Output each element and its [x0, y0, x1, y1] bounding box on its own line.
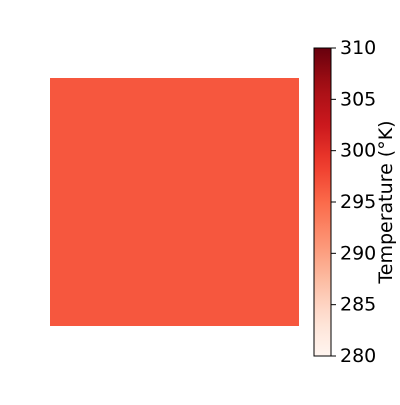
colorbar-tick-label: 300: [340, 140, 376, 162]
colorbar-tick-label: 280: [340, 345, 376, 367]
colorbar-tick-label: 305: [340, 88, 376, 110]
colorbar-tick-label: 310: [340, 37, 376, 59]
colorbar-tick-label: 285: [340, 294, 376, 316]
colorbar: 280 285 290 295 300 305 310 Temperature (°K): [313, 37, 397, 367]
colorbar-ticks: 280 285 290 295 300 305 310: [331, 37, 376, 367]
colorbar-fill: [314, 48, 331, 356]
colorbar-label: Temperature (°K): [375, 120, 397, 284]
colorbar-tick-label: 295: [340, 191, 376, 213]
heatmap-cell: [50, 78, 299, 326]
colorbar-tick-label: 290: [340, 242, 376, 264]
heatmap-panel: [50, 78, 299, 326]
